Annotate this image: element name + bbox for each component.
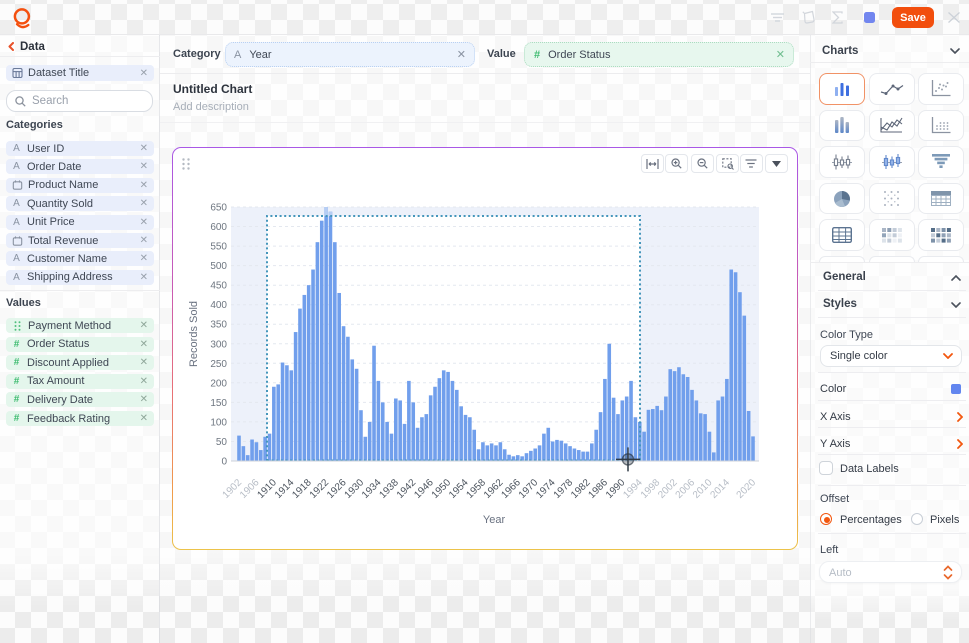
svg-text:50: 50 [216,437,228,448]
svg-text:300: 300 [210,339,227,350]
svg-text:200: 200 [210,378,227,389]
svg-text:600: 600 [210,222,227,233]
svg-text:2020: 2020 [735,477,759,501]
svg-text:450: 450 [210,281,227,292]
svg-text:Records Sold: Records Sold [188,301,200,367]
svg-text:650: 650 [210,203,227,214]
svg-text:100: 100 [210,417,227,428]
svg-text:550: 550 [210,242,227,253]
svg-text:250: 250 [210,359,227,370]
svg-text:Year: Year [483,514,506,526]
svg-text:0: 0 [221,457,227,468]
svg-text:150: 150 [210,398,227,409]
svg-text:2014: 2014 [709,477,733,501]
svg-text:350: 350 [210,320,227,331]
svg-text:500: 500 [210,261,227,272]
svg-text:400: 400 [210,300,227,311]
